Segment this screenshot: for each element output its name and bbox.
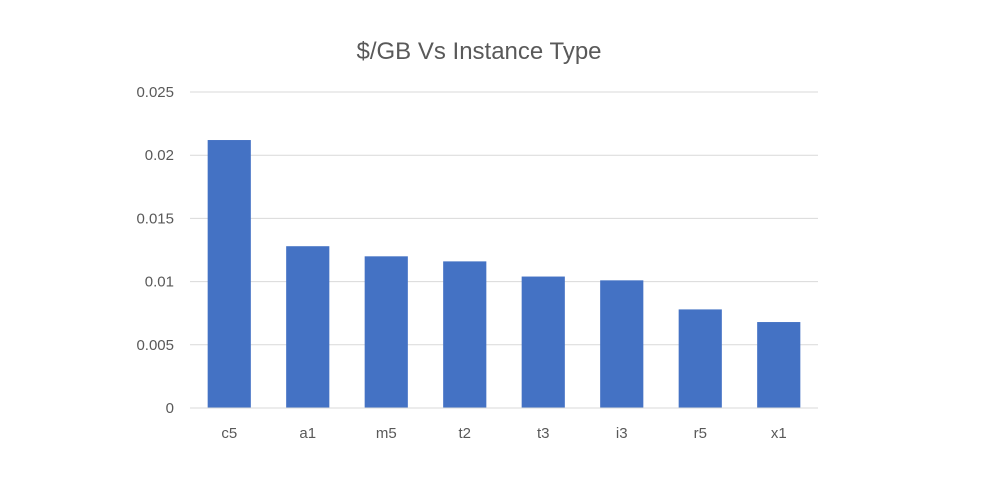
y-axis-tick-labels: 0 0.005 0.01 0.015 0.02 0.025 (136, 84, 174, 417)
y-tick-label: 0.01 (145, 274, 174, 291)
chart-title: $/GB Vs Instance Type (356, 38, 601, 65)
x-tick-label: t3 (537, 425, 550, 442)
x-axis-tick-labels: c5 a1 m5 t2 t3 i3 r5 x1 (221, 425, 786, 442)
bar-r5 (678, 309, 722, 408)
y-tick-label: 0.02 (145, 147, 174, 164)
bars (207, 140, 801, 409)
x-tick-label: c5 (221, 425, 237, 442)
y-tick-label: 0.005 (136, 337, 174, 354)
y-tick-label: 0.025 (136, 84, 174, 101)
x-tick-label: a1 (299, 425, 316, 442)
y-tick-label: 0.015 (136, 210, 174, 227)
bar-i3 (600, 280, 644, 408)
bar-t3 (521, 276, 565, 408)
bar-x1 (757, 322, 801, 408)
x-tick-label: x1 (771, 425, 787, 442)
bar-t2 (443, 261, 487, 408)
x-tick-label: m5 (376, 425, 397, 442)
bar-c5 (207, 140, 251, 409)
x-tick-label: r5 (694, 425, 707, 442)
bar-m5 (364, 256, 408, 408)
y-tick-label: 0 (166, 400, 174, 417)
gridlines (190, 91, 818, 346)
x-tick-label: i3 (616, 425, 628, 442)
bar-a1 (286, 246, 330, 408)
x-tick-label: t2 (458, 425, 471, 442)
